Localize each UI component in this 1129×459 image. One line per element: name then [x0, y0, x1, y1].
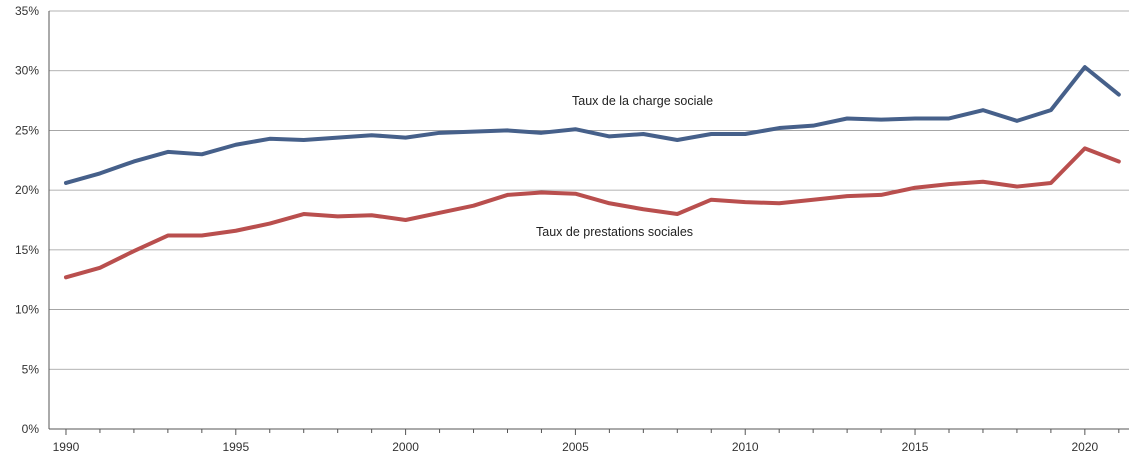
- y-tick-label: 0%: [22, 422, 40, 436]
- y-tick-label: 35%: [15, 4, 39, 18]
- x-tick-label: 2000: [392, 440, 419, 454]
- y-tick-label: 15%: [15, 243, 39, 257]
- grid-lines: [49, 10, 1129, 370]
- x-tick-label: 1990: [53, 440, 80, 454]
- x-tick-label: 2005: [562, 440, 589, 454]
- x-axis: 1990 1995 2000 2005 2010 2015 2020: [49, 428, 1129, 454]
- y-tick-label: 30%: [15, 64, 39, 78]
- series-line-prestations-sociales: [63, 146, 1121, 280]
- series-line-charge-sociale: [63, 65, 1121, 185]
- x-tick-label: 2020: [1071, 440, 1098, 454]
- series-lines: [63, 65, 1121, 280]
- series-label-charge-sociale: Taux de la charge sociale: [572, 94, 713, 108]
- x-tick-label: 2015: [902, 440, 929, 454]
- y-tick-label: 25%: [15, 123, 39, 137]
- series-label-prestations-sociales: Taux de prestations sociales: [536, 225, 693, 239]
- y-axis: 0% 5% 10% 15% 20% 25% 30% 35%: [15, 4, 50, 436]
- y-tick-label: 10%: [15, 303, 39, 317]
- y-tick-label: 20%: [15, 183, 39, 197]
- y-tick-label: 5%: [22, 362, 40, 376]
- series-labels: Taux de la charge sociale Taux de presta…: [536, 94, 713, 239]
- x-tick-label: 2010: [732, 440, 759, 454]
- x-tick-label: 1995: [222, 440, 249, 454]
